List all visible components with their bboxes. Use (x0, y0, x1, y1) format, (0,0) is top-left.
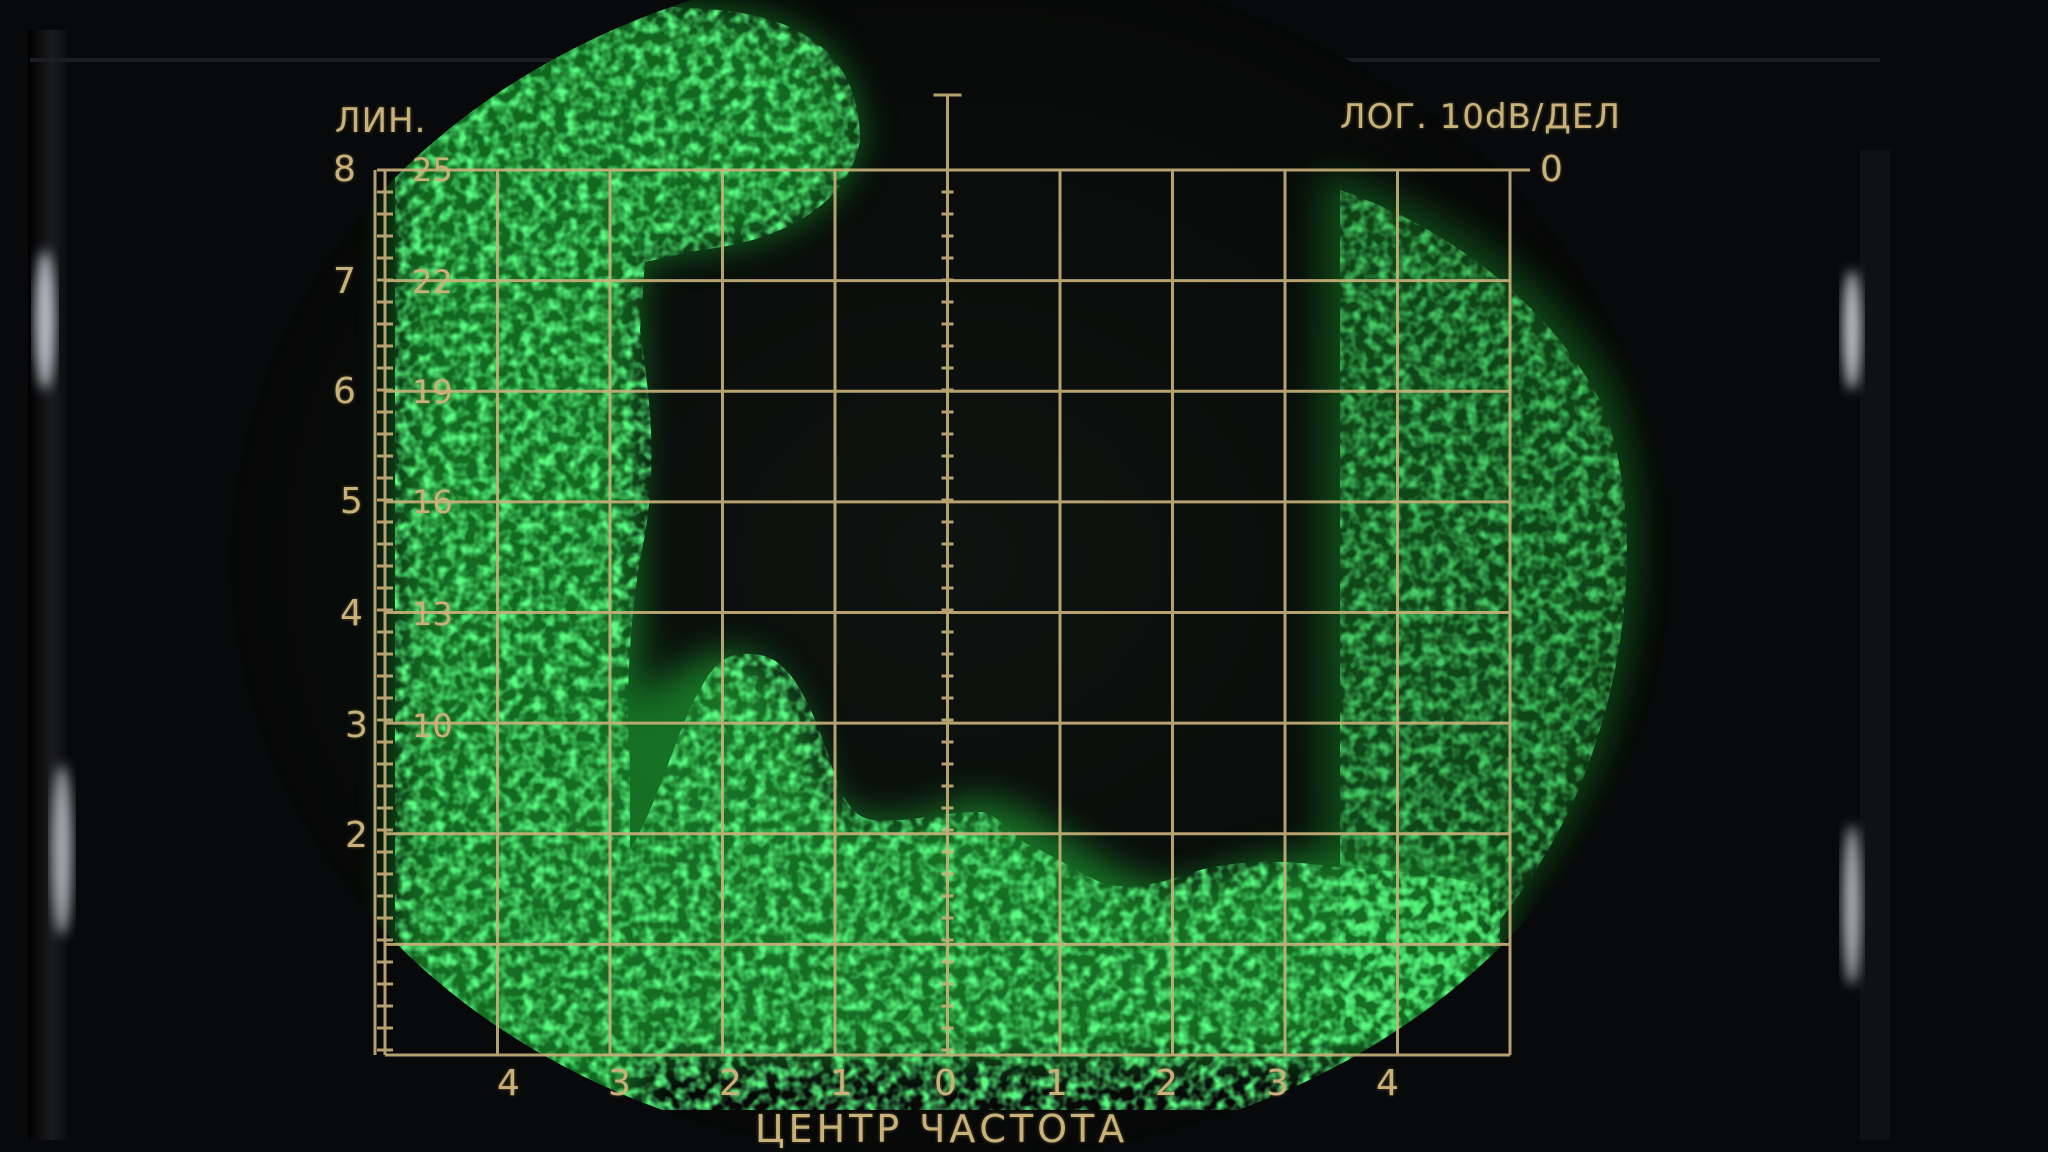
lin-tick-5: 5 (340, 481, 363, 522)
lin-tick-8: 8 (333, 149, 356, 190)
lin-tick-2: 2 (345, 815, 368, 856)
sub-tick-16: 16 (412, 483, 453, 521)
x-tick-plus-4: 4 (1376, 1063, 1399, 1104)
center-frequency-label: ЦЕНТР ЧАСТОТА (755, 1107, 1129, 1151)
linear-scale-label: ЛИН. (335, 101, 427, 141)
log-scale-zero: 0 (1540, 149, 1563, 190)
trace-spectrum-floor (630, 653, 1500, 1110)
reflection-left-bottom (52, 765, 72, 935)
x-tick-plus-1: 1 (1045, 1063, 1068, 1104)
sub-tick-19: 19 (412, 373, 453, 411)
bezel-left (28, 30, 68, 1140)
lin-tick-6: 6 (333, 371, 356, 412)
trace-right-haze (1340, 190, 1627, 1030)
sub-tick-10: 10 (412, 707, 453, 745)
x-tick-minus-3: 3 (608, 1063, 631, 1104)
graticule (373, 93, 1530, 1057)
reflection-right-bottom (1843, 825, 1861, 985)
reflection-right-top (1843, 270, 1861, 390)
lin-tick-4: 4 (340, 593, 363, 634)
x-tick-minus-1: 1 (830, 1063, 853, 1104)
sub-tick-13: 13 (412, 595, 453, 633)
bezel-right (1860, 150, 1890, 1140)
x-tick-minus-4: 4 (497, 1063, 520, 1104)
sub-tick-25: 25 (412, 151, 453, 189)
lin-tick-7: 7 (333, 261, 356, 302)
x-tick-minus-2: 2 (719, 1063, 742, 1104)
lin-tick-3: 3 (345, 705, 368, 746)
x-tick-plus-3: 3 (1266, 1063, 1289, 1104)
log-scale-label: ЛОГ. 10dB/ДЕЛ (1340, 97, 1621, 137)
x-tick-plus-2: 2 (1155, 1063, 1178, 1104)
reflection-left-top (35, 250, 55, 390)
sub-tick-22: 22 (412, 263, 453, 301)
x-tick-center-0: 0 (934, 1063, 957, 1104)
